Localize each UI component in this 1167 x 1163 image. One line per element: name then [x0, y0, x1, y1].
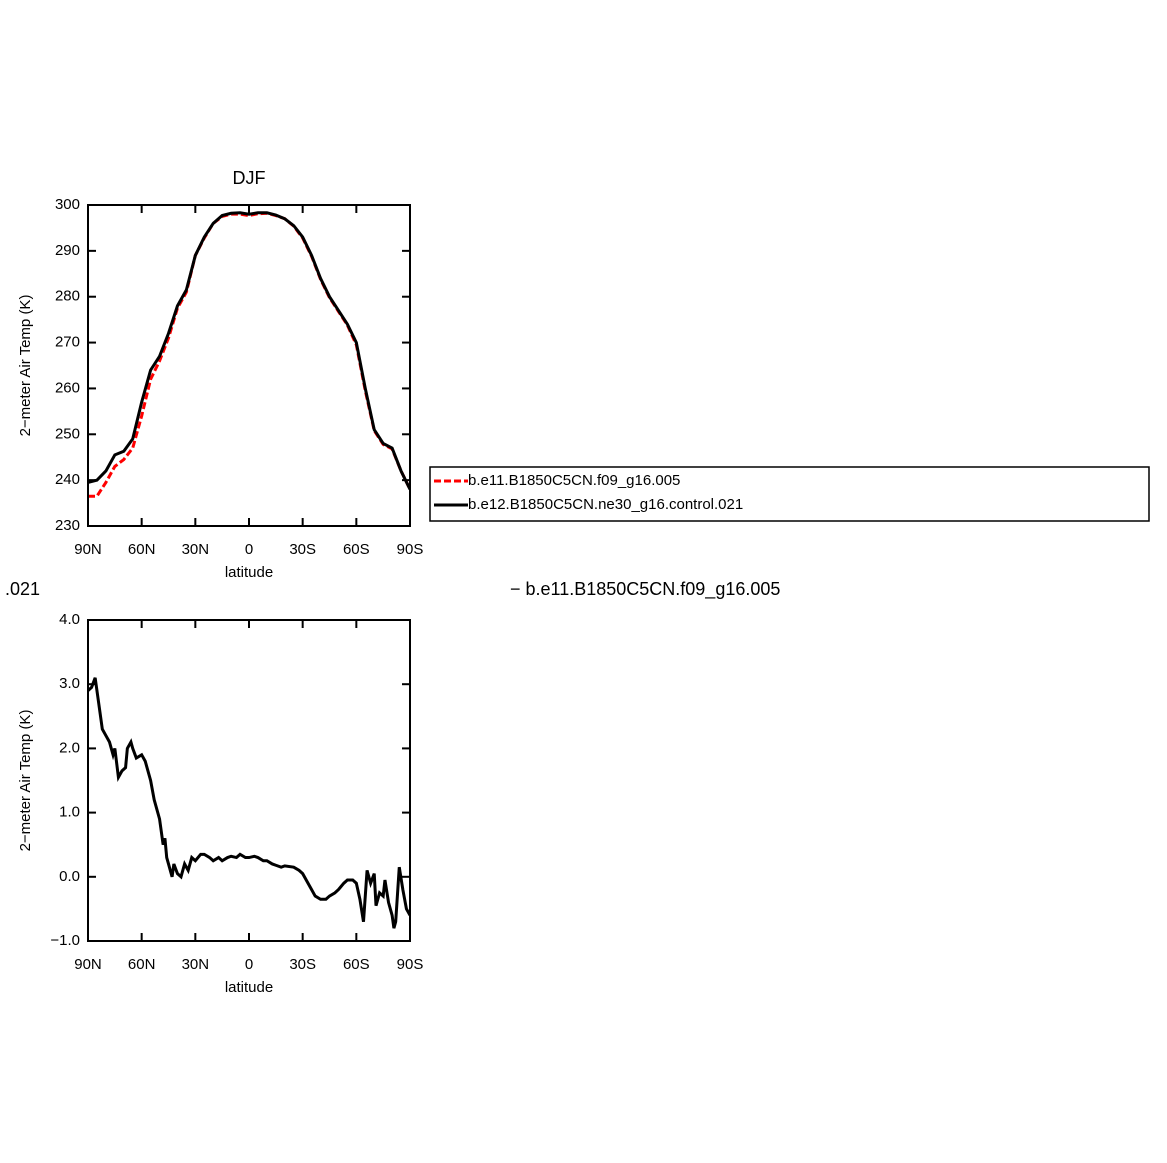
- chart-title: DJF: [233, 168, 266, 188]
- data-line: [88, 211, 410, 490]
- chart-title-left: .021: [5, 579, 40, 599]
- y-tick-label: 260: [55, 379, 80, 396]
- x-tick-label: 90N: [74, 541, 102, 558]
- x-tick-label: 60N: [128, 956, 156, 973]
- y-tick-label: 270: [55, 334, 80, 351]
- y-tick-label: 2.0: [59, 739, 80, 756]
- plot-frame: [87, 619, 411, 942]
- legend-box: [429, 466, 1150, 522]
- y-tick-label: 0.0: [59, 868, 80, 885]
- y-tick-label: 3.0: [59, 675, 80, 692]
- y-tick-label: 300: [55, 196, 80, 213]
- x-tick-label: 90N: [74, 956, 102, 973]
- x-tick-label: 30N: [182, 541, 210, 558]
- y-tick-label: −1.0: [50, 932, 80, 949]
- x-tick-label: 90S: [397, 541, 424, 558]
- y-tick-label: 240: [55, 471, 80, 488]
- x-tick-label: 0: [245, 956, 253, 973]
- x-tick-label: 30N: [182, 956, 210, 973]
- data-line: [88, 211, 410, 498]
- y-tick-label: 230: [55, 517, 80, 534]
- legend-label: b.e12.B1850C5CN.ne30_g16.control.021: [468, 496, 743, 513]
- y-tick-label: 4.0: [59, 611, 80, 628]
- plot-frame: [87, 204, 411, 527]
- x-tick-label: 60S: [343, 541, 370, 558]
- chart-title-right: − b.e11.B1850C5CN.f09_g16.005: [510, 579, 780, 600]
- x-tick-label: 60S: [343, 956, 370, 973]
- x-tick-label: 90S: [397, 956, 424, 973]
- legend-label: b.e11.B1850C5CN.f09_g16.005: [468, 472, 680, 489]
- y-tick-label: 250: [55, 425, 80, 442]
- y-axis-label: 2−meter Air Temp (K): [17, 295, 34, 437]
- x-tick-label: 30S: [289, 956, 316, 973]
- x-tick-label: 60N: [128, 541, 156, 558]
- data-line: [88, 677, 410, 929]
- y-tick-label: 280: [55, 288, 80, 305]
- x-axis-label: latitude: [225, 564, 273, 581]
- x-tick-label: 30S: [289, 541, 316, 558]
- y-axis-label: 2−meter Air Temp (K): [17, 710, 34, 852]
- y-tick-label: 1.0: [59, 804, 80, 821]
- x-axis-label: latitude: [225, 979, 273, 996]
- y-tick-label: 290: [55, 242, 80, 259]
- x-tick-label: 0: [245, 541, 253, 558]
